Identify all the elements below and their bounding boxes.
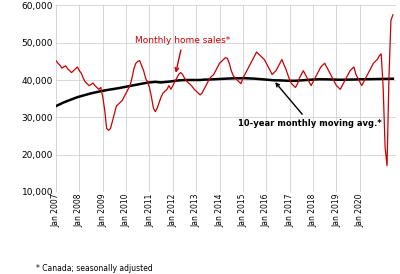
- Text: * Canada; seasonally adjusted: * Canada; seasonally adjusted: [36, 264, 153, 273]
- Text: Monthly home sales*: Monthly home sales*: [136, 36, 231, 71]
- Text: 10-year monthly moving avg.*: 10-year monthly moving avg.*: [238, 83, 382, 128]
